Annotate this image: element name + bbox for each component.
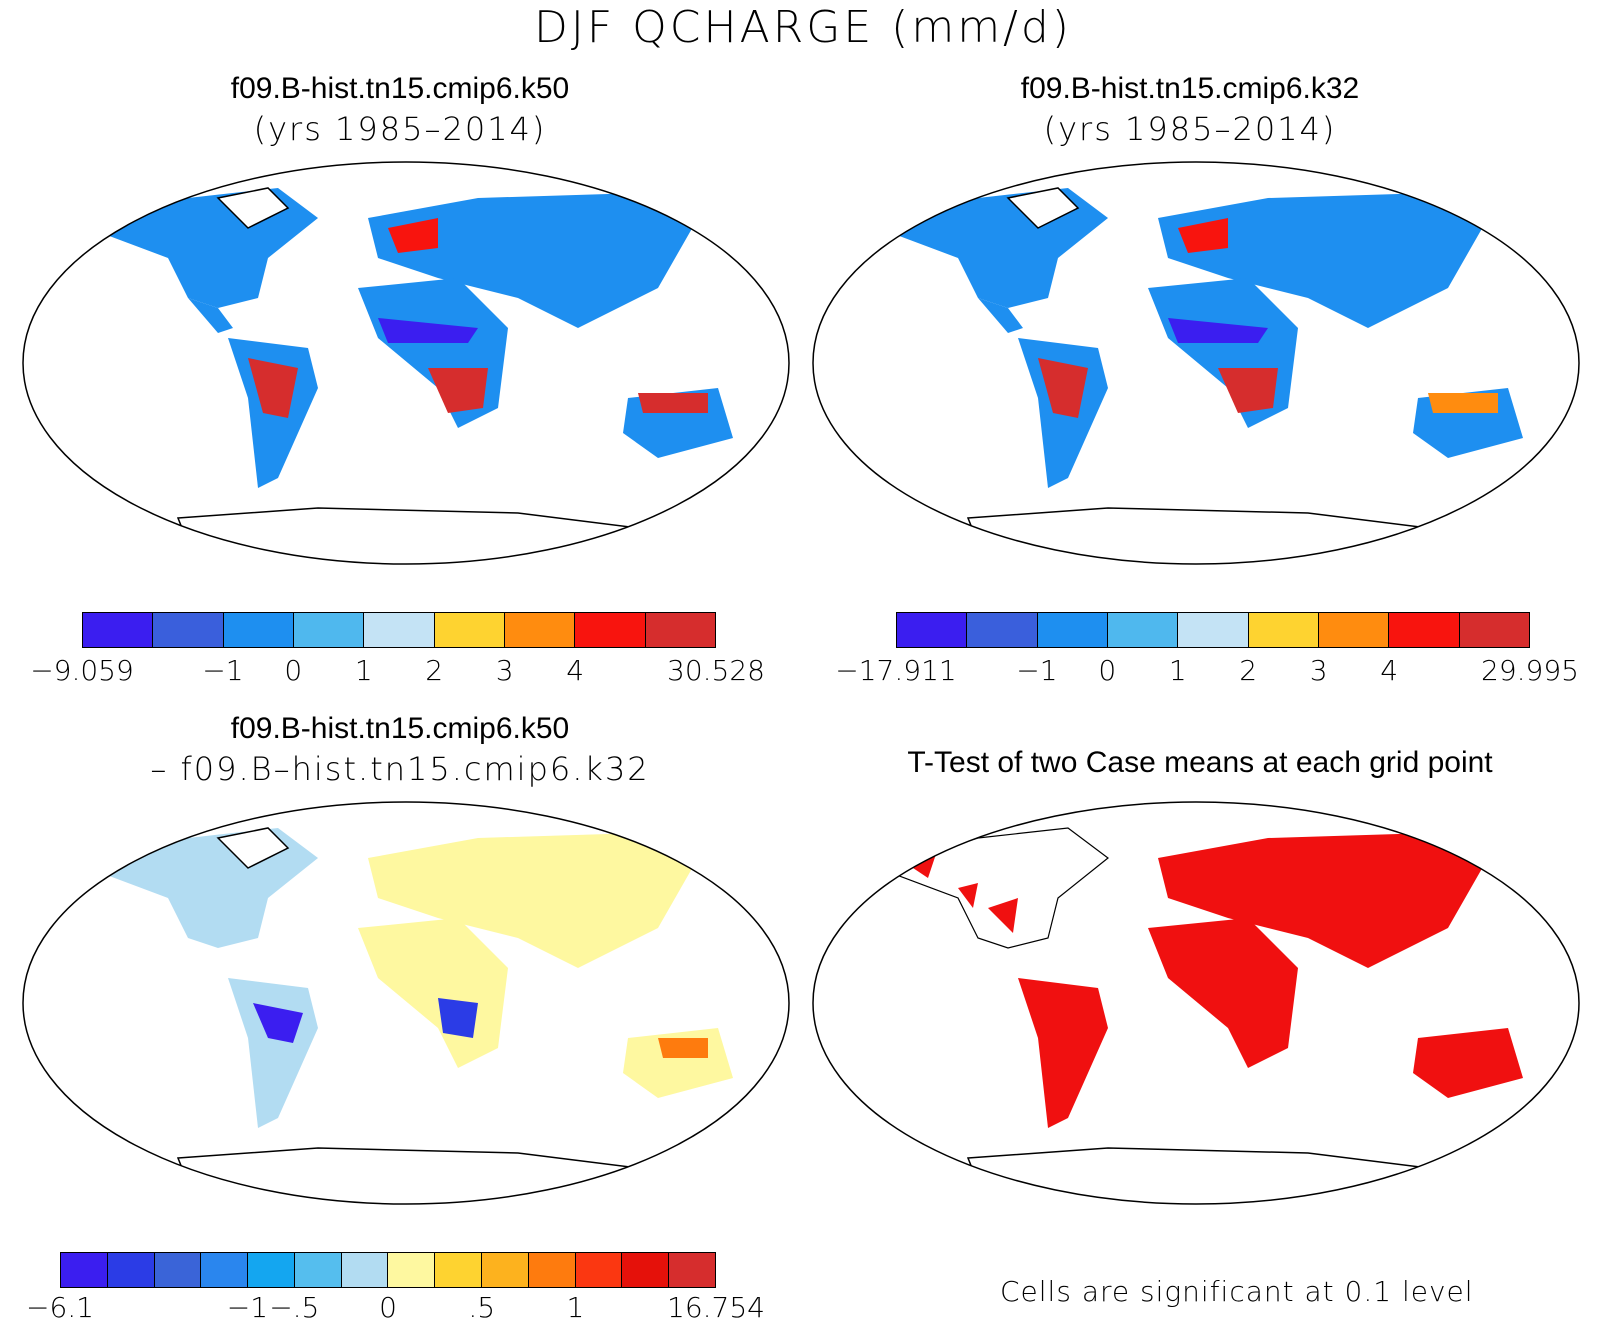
colorbar-tick-label: 0 [379, 1291, 397, 1324]
colorbar-swatch [504, 613, 576, 647]
panel-2-title: f09.B-hist.tn15.cmip6.k32 (yrs 1985–2014… [820, 72, 1560, 148]
map-landmasses [878, 187, 1523, 564]
colorbar-swatch [1037, 613, 1108, 647]
colorbar-tick-label: 3 [495, 654, 514, 687]
colorbar-swatch [1248, 613, 1319, 647]
colorbar-tick-label: −9.059 [30, 654, 134, 687]
colorbar-k50 [82, 612, 716, 648]
panel-2-years: (yrs 1985–2014) [1043, 110, 1337, 148]
colorbar-swatch [293, 613, 365, 647]
colorbar-swatch [645, 613, 715, 647]
colorbar-swatch [897, 613, 968, 647]
panel-3-difference-label: – f09.B–hist.tn15.cmip6.k32 [150, 750, 650, 788]
colorbar-tick-label: −1 [1016, 654, 1058, 687]
colorbar-swatch [223, 613, 294, 647]
colorbar-swatch [575, 1253, 623, 1287]
colorbar-tick-label: 4 [566, 654, 585, 687]
colorbar-tick-label: 1 [1168, 654, 1187, 687]
figure-title: DJF QCHARGE (mm/d) [534, 2, 1072, 53]
colorbar-swatch [388, 1253, 436, 1287]
colorbar-swatch [1389, 613, 1460, 647]
colorbar-tick-label: 1 [566, 1291, 585, 1324]
panel-1-years: (yrs 1985–2014) [253, 110, 547, 148]
map-landmasses [876, 827, 1523, 1204]
colorbar-tick-label: −1 [202, 654, 244, 687]
colorbar-tick-label: 2 [1239, 654, 1258, 687]
colorbar-swatch [1318, 613, 1390, 647]
colorbar-k32-labels: −17.911 −1 0 1 2 3 4 29.995 [835, 654, 1579, 688]
colorbar-tick-label: −.5 [269, 1291, 320, 1324]
panel-3-case-name: f09.B-hist.tn15.cmip6.k50 [230, 712, 570, 745]
panel-3-title: f09.B-hist.tn15.cmip6.k50 – f09.B–hist.t… [30, 712, 770, 788]
map-panel-k50 [22, 161, 790, 565]
colorbar-swatch [575, 613, 646, 647]
colorbar-tick-label: −6.1 [26, 1291, 94, 1324]
colorbar-swatch [83, 613, 154, 647]
colorbar-tick-label: 0 [1098, 654, 1117, 687]
colorbar-swatch [154, 1253, 202, 1287]
colorbar-k32 [896, 612, 1530, 648]
colorbar-swatch [248, 1253, 295, 1287]
colorbar-tick-label: 30.528 [667, 654, 765, 687]
colorbar-swatch [435, 1253, 483, 1287]
colorbar-tick-label: 2 [425, 654, 444, 687]
colorbar-tick-label: 1 [354, 654, 373, 687]
colorbar-swatch [341, 1253, 389, 1287]
colorbar-swatch [201, 1253, 249, 1287]
map-landmasses [88, 187, 733, 564]
map-panel-difference [22, 801, 790, 1205]
colorbar-tick-label: 16.754 [667, 1291, 765, 1324]
colorbar-tick-label: −17.911 [835, 654, 957, 687]
colorbar-tick-label: −1 [226, 1291, 269, 1324]
colorbar-swatch [967, 613, 1038, 647]
colorbar-k50-labels: −9.059 −1 0 1 2 3 4 30.528 [30, 654, 765, 688]
panel-2-case-name: f09.B-hist.tn15.cmip6.k32 [1020, 72, 1360, 105]
colorbar-tick-label: 29.995 [1481, 654, 1579, 687]
colorbar-difference-labels: −6.1 −1 −.5 0 .5 1 16.754 [26, 1291, 765, 1325]
colorbar-swatch [364, 613, 435, 647]
colorbar-tick-label: .5 [468, 1291, 496, 1324]
map-panel-k32 [812, 161, 1580, 565]
colorbar-swatch [528, 1253, 576, 1287]
panel-1-title: f09.B-hist.tn15.cmip6.k50 (yrs 1985–2014… [30, 72, 770, 148]
panel-4-title: T-Test of two Case means at each grid po… [800, 746, 1600, 780]
colorbar-swatch [434, 613, 505, 647]
colorbar-tick-label: 4 [1380, 654, 1399, 687]
map-panel-ttest [812, 801, 1580, 1205]
colorbar-swatch [622, 1253, 670, 1287]
colorbar-tick-label: 3 [1309, 654, 1328, 687]
colorbar-swatch [107, 1253, 155, 1287]
colorbar-swatch [294, 1253, 342, 1287]
panel-4-ttest-label: T-Test of two Case means at each grid po… [907, 746, 1493, 779]
colorbar-tick-label: 0 [284, 654, 303, 687]
colorbar-difference [60, 1252, 716, 1288]
panel-1-case-name: f09.B-hist.tn15.cmip6.k50 [230, 72, 570, 105]
colorbar-swatch [669, 1253, 715, 1287]
colorbar-swatch [1178, 613, 1249, 647]
colorbar-swatch [1459, 613, 1529, 647]
colorbar-swatch [61, 1253, 108, 1287]
colorbar-swatch [1107, 613, 1179, 647]
significance-note: Cells are significant at 0.1 level [1000, 1275, 1474, 1308]
map-landmasses [88, 827, 733, 1204]
colorbar-swatch [482, 1253, 529, 1287]
colorbar-swatch [153, 613, 224, 647]
